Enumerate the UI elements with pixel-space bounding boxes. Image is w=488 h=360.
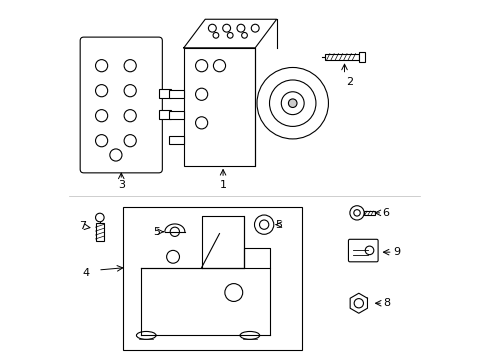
Text: 5: 5 bbox=[274, 220, 282, 230]
Bar bbox=[183, 48, 255, 166]
Bar bbox=[159, 111, 171, 119]
Text: 6: 6 bbox=[381, 208, 388, 218]
Text: 8: 8 bbox=[382, 298, 389, 308]
Bar bbox=[364, 211, 374, 215]
Text: 3: 3 bbox=[118, 180, 124, 190]
Text: 9: 9 bbox=[392, 247, 399, 257]
Text: 5: 5 bbox=[153, 227, 160, 237]
Bar bbox=[324, 54, 358, 60]
Bar bbox=[169, 136, 183, 144]
Bar bbox=[169, 90, 183, 98]
Bar bbox=[358, 52, 364, 62]
Text: 7: 7 bbox=[80, 221, 86, 231]
Bar bbox=[159, 89, 171, 98]
Bar bbox=[123, 207, 301, 350]
Circle shape bbox=[288, 99, 296, 108]
Text: 2: 2 bbox=[346, 77, 353, 87]
FancyBboxPatch shape bbox=[80, 37, 162, 173]
Bar bbox=[169, 111, 183, 119]
Bar bbox=[95, 223, 104, 241]
Text: 1: 1 bbox=[219, 180, 226, 190]
Text: 4: 4 bbox=[82, 268, 89, 278]
FancyBboxPatch shape bbox=[348, 239, 377, 262]
